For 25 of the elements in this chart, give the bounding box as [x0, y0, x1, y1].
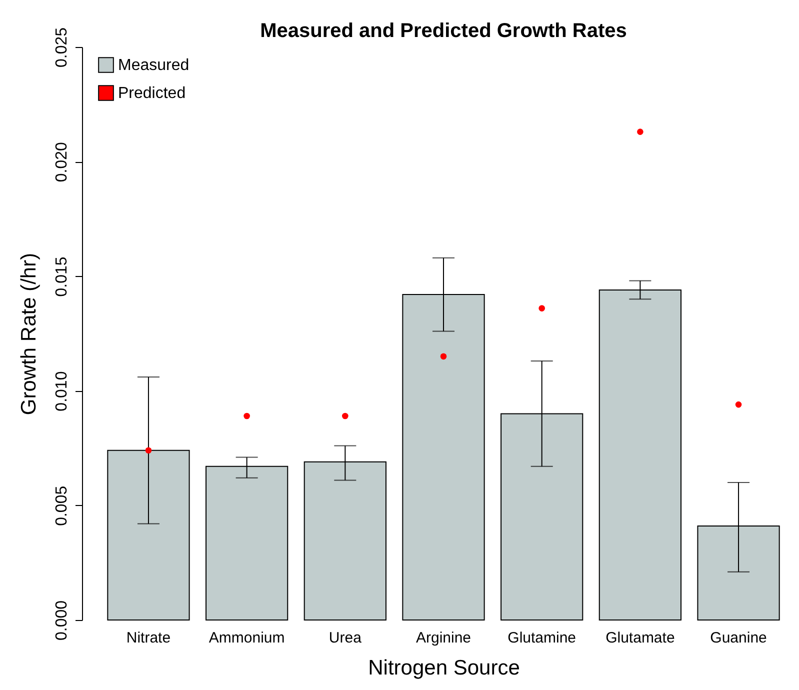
- legend-label: Predicted: [118, 85, 186, 102]
- x-tick-label: Glutamine: [508, 630, 576, 646]
- x-tick-label: Ammonium: [208, 630, 285, 646]
- point: [145, 447, 152, 454]
- y-tick-label: 0.005: [54, 486, 70, 526]
- legend-label: Measured: [118, 57, 190, 74]
- x-tick-label: Glutamate: [606, 630, 675, 646]
- x-axis-title: Nitrogen Source: [368, 656, 520, 680]
- point: [637, 128, 644, 135]
- point: [244, 412, 250, 420]
- point: [735, 401, 742, 408]
- point: [538, 305, 545, 312]
- y-axis-title: Growth Rate (/hr): [18, 252, 40, 416]
- chart-title: Measured and Predicted Growth Rates: [260, 20, 627, 42]
- y-tick-label: 0.000: [54, 600, 70, 641]
- x-tick-label: Guanine: [710, 630, 767, 646]
- point: [342, 412, 348, 420]
- y-tick-label: 0.025: [54, 27, 70, 68]
- y-tick-label: 0.020: [54, 142, 70, 182]
- x-tick-label: Nitrate: [126, 630, 171, 646]
- point: [440, 353, 447, 360]
- y-tick-label: 0.015: [54, 256, 70, 297]
- x-tick-label: Urea: [328, 630, 362, 646]
- y-tick-label: 0.010: [54, 371, 70, 412]
- x-tick-label: Arginine: [416, 630, 472, 646]
